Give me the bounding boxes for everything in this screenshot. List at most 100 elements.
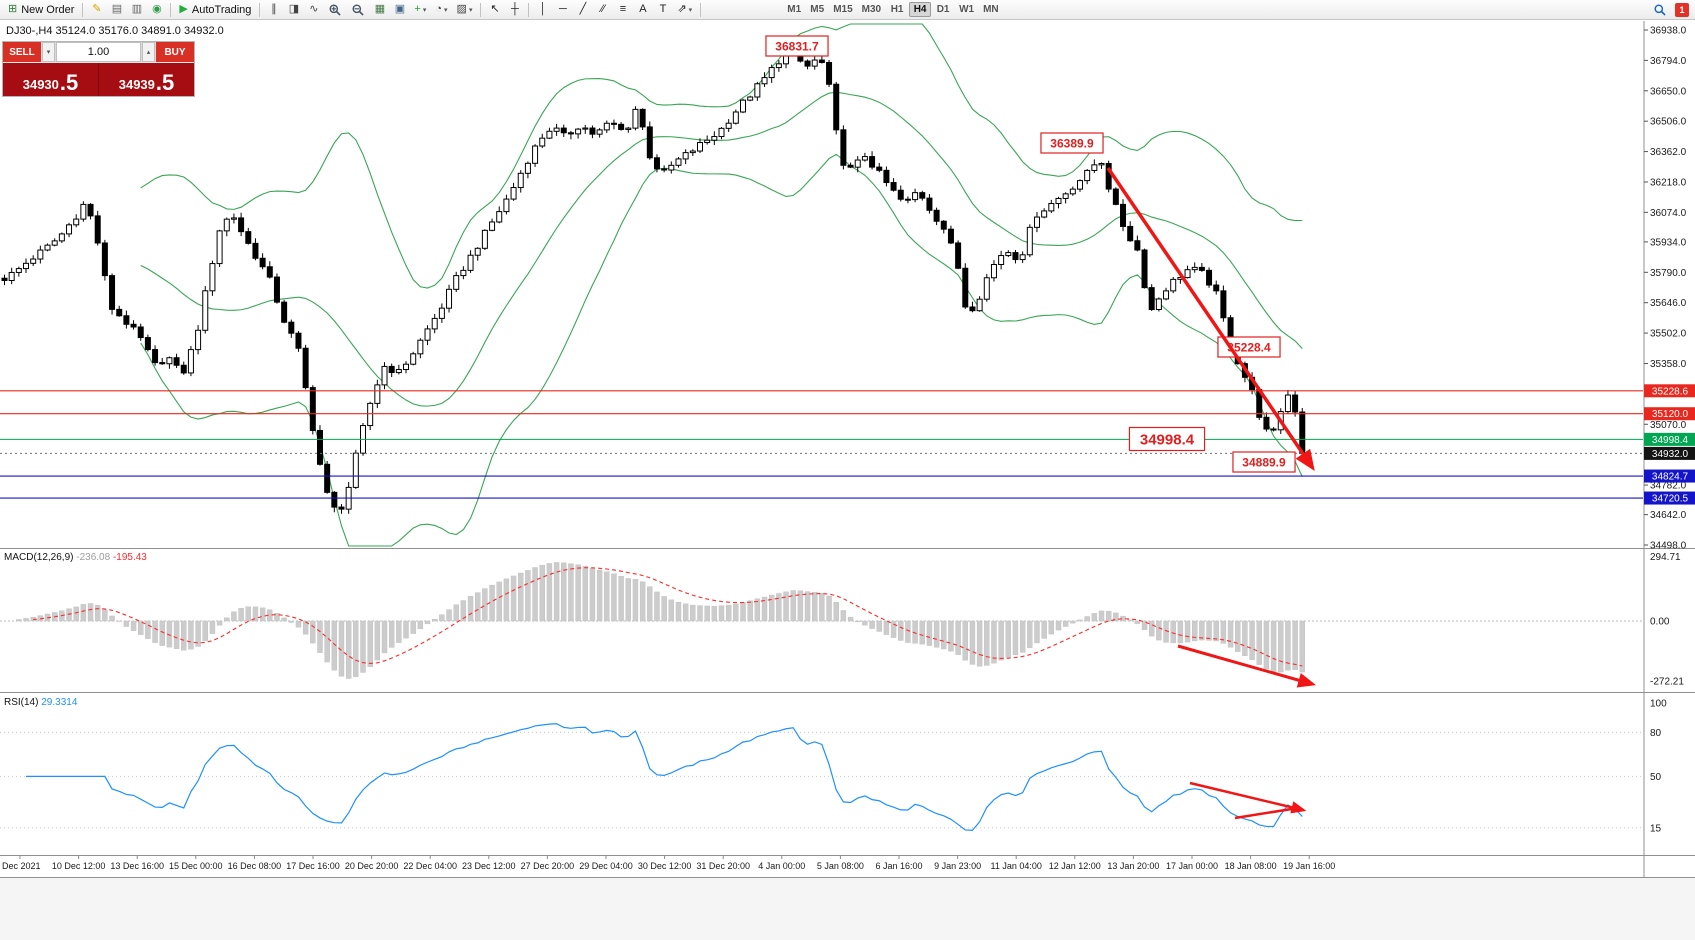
triangle-up-icon: ▴ [146, 49, 151, 56]
cursor-button[interactable]: ↖ [485, 1, 504, 18]
svg-text:-272.21: -272.21 [1650, 676, 1684, 687]
candlestick-button[interactable]: ◨ [284, 1, 303, 18]
template-button[interactable]: ▨ ▾ [453, 1, 477, 18]
horizontal-line-button[interactable]: ─ [553, 1, 572, 18]
tile-windows-button[interactable]: ▦ [370, 1, 389, 18]
metaeditor-icon: ✎ [92, 3, 102, 15]
vertical-line-button[interactable]: │ [533, 1, 552, 18]
svg-text:16 Dec 08:00: 16 Dec 08:00 [228, 861, 282, 871]
rsi-line [26, 723, 1303, 832]
zoom-out-icon [352, 4, 364, 15]
volume-increase-button[interactable]: ▴ [142, 42, 155, 62]
svg-text:35228.6: 35228.6 [1652, 386, 1689, 397]
profiles-icon: ▥ [131, 3, 143, 15]
zoom-out-button[interactable] [347, 1, 369, 18]
svg-text:80: 80 [1650, 728, 1662, 739]
search-button[interactable] [1649, 1, 1671, 18]
period-icon: ◔ [435, 3, 443, 15]
svg-text:36389.9: 36389.9 [1050, 136, 1094, 150]
shapes-button[interactable]: ⇗ ▾ [673, 1, 696, 18]
line-chart-button[interactable]: ∿ [304, 1, 323, 18]
cursor-icon: ↖ [490, 3, 500, 15]
price-annotation[interactable] [1040, 132, 1104, 154]
svg-text:19 Jan 16:00: 19 Jan 16:00 [1283, 861, 1335, 871]
svg-text:36506.0: 36506.0 [1650, 117, 1687, 128]
new-chart-button[interactable]: + ▾ [410, 1, 430, 18]
new-order-icon: ⊞ [8, 3, 18, 15]
text-button[interactable]: A [633, 1, 652, 18]
macd-histogram [16, 562, 1305, 679]
buy-price-pips: .5 [155, 70, 175, 96]
toolbar-separator [82, 2, 84, 17]
bar-chart-button[interactable]: ∥ [264, 1, 283, 18]
timeframe-h1-button[interactable]: H1 [890, 4, 904, 15]
arrange-button[interactable]: ▣ [390, 1, 409, 18]
line-chart-icon: ∿ [309, 3, 319, 15]
sell-price-button[interactable]: 34930.5 [3, 63, 98, 96]
rsi-axis[interactable]: 100 80 50 15 [1650, 699, 1667, 835]
autotrading-button[interactable]: ▶ AutoTrading [175, 1, 255, 18]
vertical-line-icon: │ [539, 3, 547, 15]
trend-arrow[interactable] [1189, 781, 1307, 814]
svg-text:35358.0: 35358.0 [1650, 359, 1687, 370]
svg-text:Dec 2021: Dec 2021 [2, 861, 41, 871]
zoom-in-button[interactable] [324, 1, 346, 18]
svg-text:13 Jan 20:00: 13 Jan 20:00 [1107, 861, 1159, 871]
bottom-empty-area [0, 878, 1695, 940]
price-annotation[interactable] [1128, 426, 1206, 452]
timeframe-m1-button[interactable]: M1 [787, 4, 802, 15]
sell-button[interactable]: SELL [3, 42, 41, 62]
trendline-button[interactable]: ╱ [573, 1, 592, 18]
macd-axis[interactable]: 294.71 0.00 -272.21 [1650, 552, 1684, 687]
svg-text:34998.4: 34998.4 [1652, 435, 1689, 446]
svg-text:15: 15 [1650, 823, 1662, 834]
label-button[interactable]: T [653, 1, 672, 18]
svg-text:23 Dec 12:00: 23 Dec 12:00 [462, 861, 516, 871]
volume-decrease-button[interactable]: ▾ [42, 42, 55, 62]
notification-badge[interactable]: 1 [1675, 2, 1689, 17]
buy-button[interactable]: BUY [156, 42, 194, 62]
fibonacci-icon: ≡ [619, 3, 627, 15]
volume-input[interactable] [56, 42, 141, 62]
timeframe-mn-button[interactable]: MN [983, 4, 999, 15]
timeframe-m15-button[interactable]: M15 [833, 4, 853, 15]
svg-text:10 Dec 12:00: 10 Dec 12:00 [52, 861, 106, 871]
metaeditor-button[interactable]: ✎ [87, 1, 106, 18]
trend-arrow[interactable] [1106, 167, 1315, 472]
new-order-button[interactable]: ⊞ New Order [4, 1, 78, 18]
price-annotation[interactable] [765, 35, 829, 57]
period-button[interactable]: ◔ ▾ [431, 1, 451, 18]
svg-text:15 Dec 00:00: 15 Dec 00:00 [169, 861, 223, 871]
svg-text:35070.0: 35070.0 [1650, 420, 1687, 431]
candlestick-icon: ◨ [288, 3, 300, 15]
buy-price-button[interactable]: 34939.5 [99, 63, 194, 96]
print-button[interactable]: ▤ [107, 1, 126, 18]
toolbar-separator [528, 2, 530, 17]
trend-arrow[interactable] [1234, 806, 1299, 820]
print-icon: ▤ [111, 3, 123, 15]
price-annotation[interactable] [1232, 451, 1296, 473]
svg-text:36218.0: 36218.0 [1650, 177, 1687, 188]
timeframe-m5-button[interactable]: M5 [810, 4, 825, 15]
new-order-label: New Order [21, 3, 75, 16]
timeframe-d1-button[interactable]: D1 [936, 4, 950, 15]
svg-text:0.00: 0.00 [1650, 617, 1670, 628]
horizontal-lines[interactable] [0, 390, 1643, 499]
trend-arrow[interactable] [1177, 644, 1317, 688]
timeframe-w1-button[interactable]: W1 [959, 4, 975, 15]
channel-button[interactable]: ⁄⁄ [593, 1, 612, 18]
price-axis[interactable]: 36938.0 36794.0 36650.0 36506.0 36362.0 36218… [1644, 26, 1687, 552]
data-window-button[interactable]: ◉ [147, 1, 166, 18]
time-axis[interactable]: Dec 2021 10 Dec 12:00 13 Dec 16:00 15 Dec 0… [2, 856, 1335, 871]
trend-arrows[interactable] [1106, 167, 1317, 820]
timeframe-h4-button[interactable]: H4 [909, 2, 932, 17]
svg-text:36074.0: 36074.0 [1650, 208, 1687, 219]
profiles-button[interactable]: ▥ [127, 1, 146, 18]
crosshair-button[interactable]: ┼ [505, 1, 524, 18]
chart-title: DJ30-,H4 35124.0 35176.0 34891.0 34932.0 [6, 25, 224, 37]
timeframe-m30-button[interactable]: M30 [861, 4, 882, 15]
svg-text:9 Jan 23:00: 9 Jan 23:00 [934, 861, 981, 871]
fibonacci-button[interactable]: ≡ [613, 1, 632, 18]
svg-text:13 Dec 16:00: 13 Dec 16:00 [110, 861, 164, 871]
